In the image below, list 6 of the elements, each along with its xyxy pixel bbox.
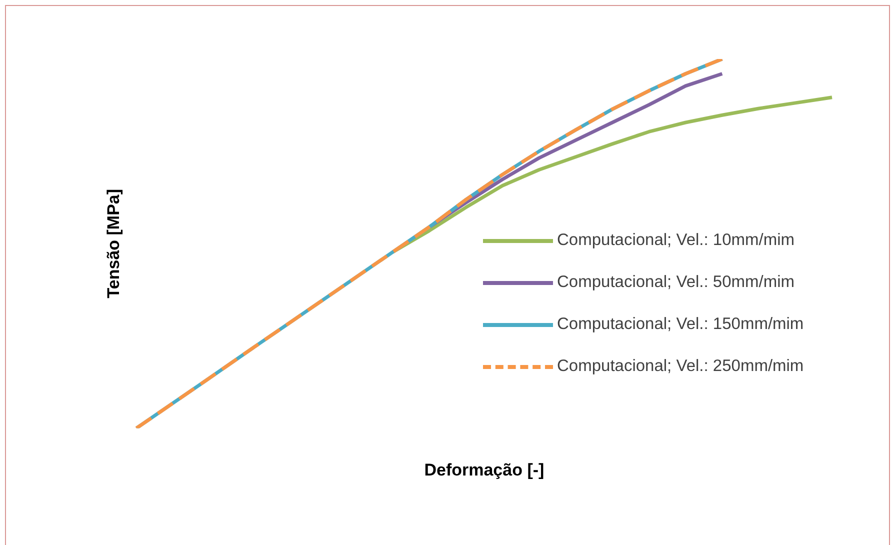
x-axis-title: Deformação [-] (424, 460, 544, 480)
legend-label: Computacional; Vel.: 50mm/mim (557, 272, 796, 293)
legend-label: Computacional; Vel.: 10mm/mim (557, 230, 796, 251)
legend-label: Computacional; Vel.: 250mm/mim (557, 356, 805, 377)
legend-label: Computacional; Vel.: 150mm/mim (557, 314, 805, 335)
y-axis-title: Tensão [MPa] (104, 188, 123, 298)
